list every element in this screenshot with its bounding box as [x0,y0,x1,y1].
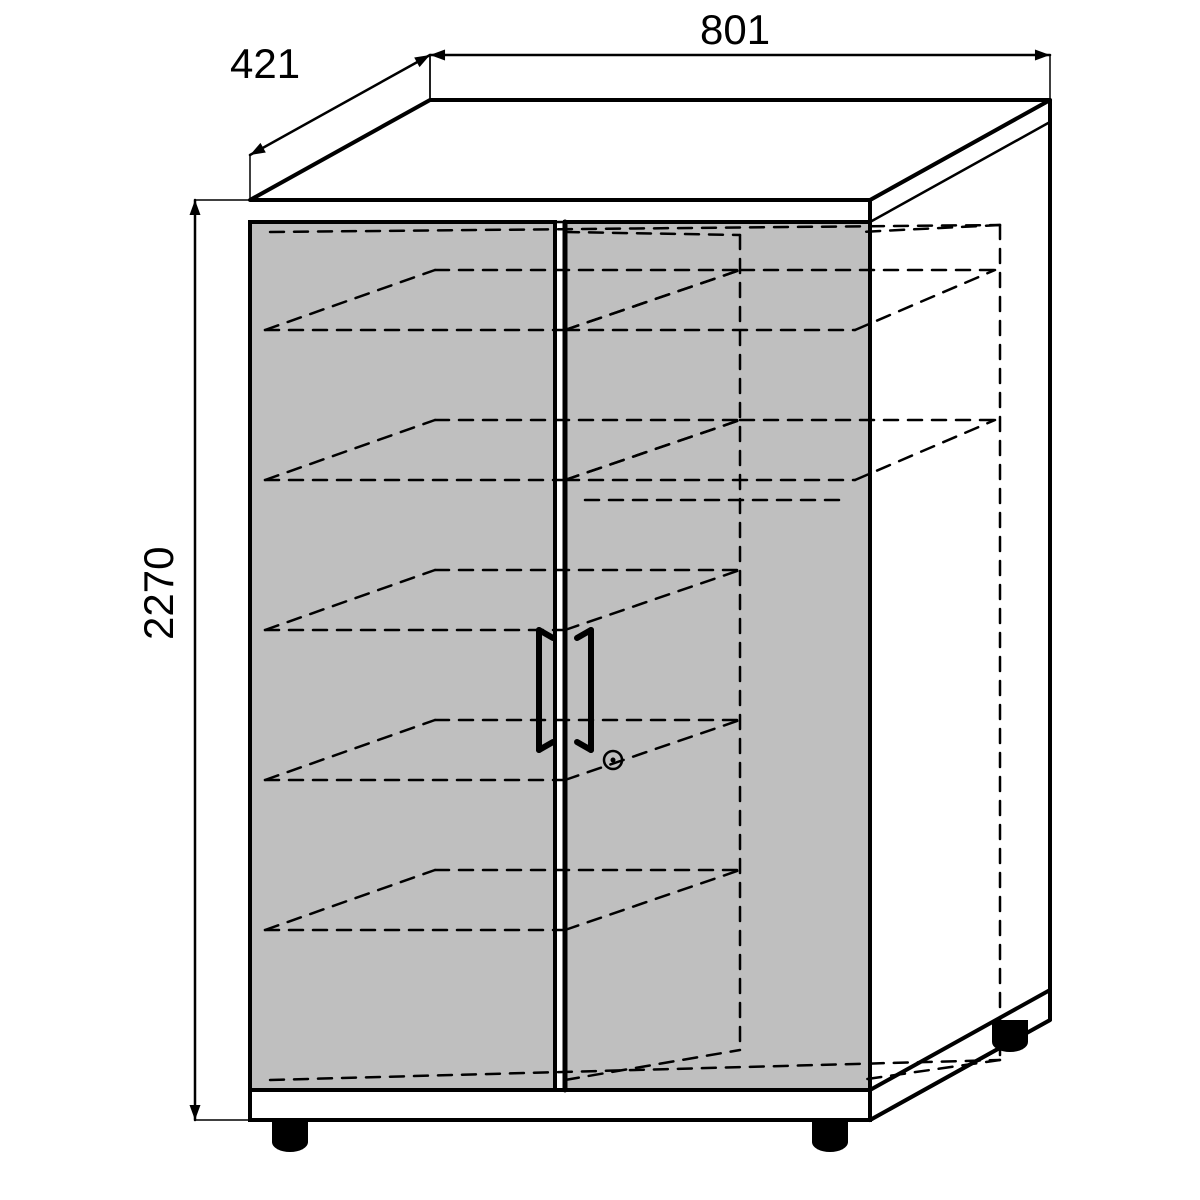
dimension-depth-label: 421 [230,40,300,88]
dimension-height-label: 2270 [135,547,183,640]
dimension-width-label: 801 [700,6,770,54]
technical-drawing: 801 421 2270 [0,0,1200,1200]
